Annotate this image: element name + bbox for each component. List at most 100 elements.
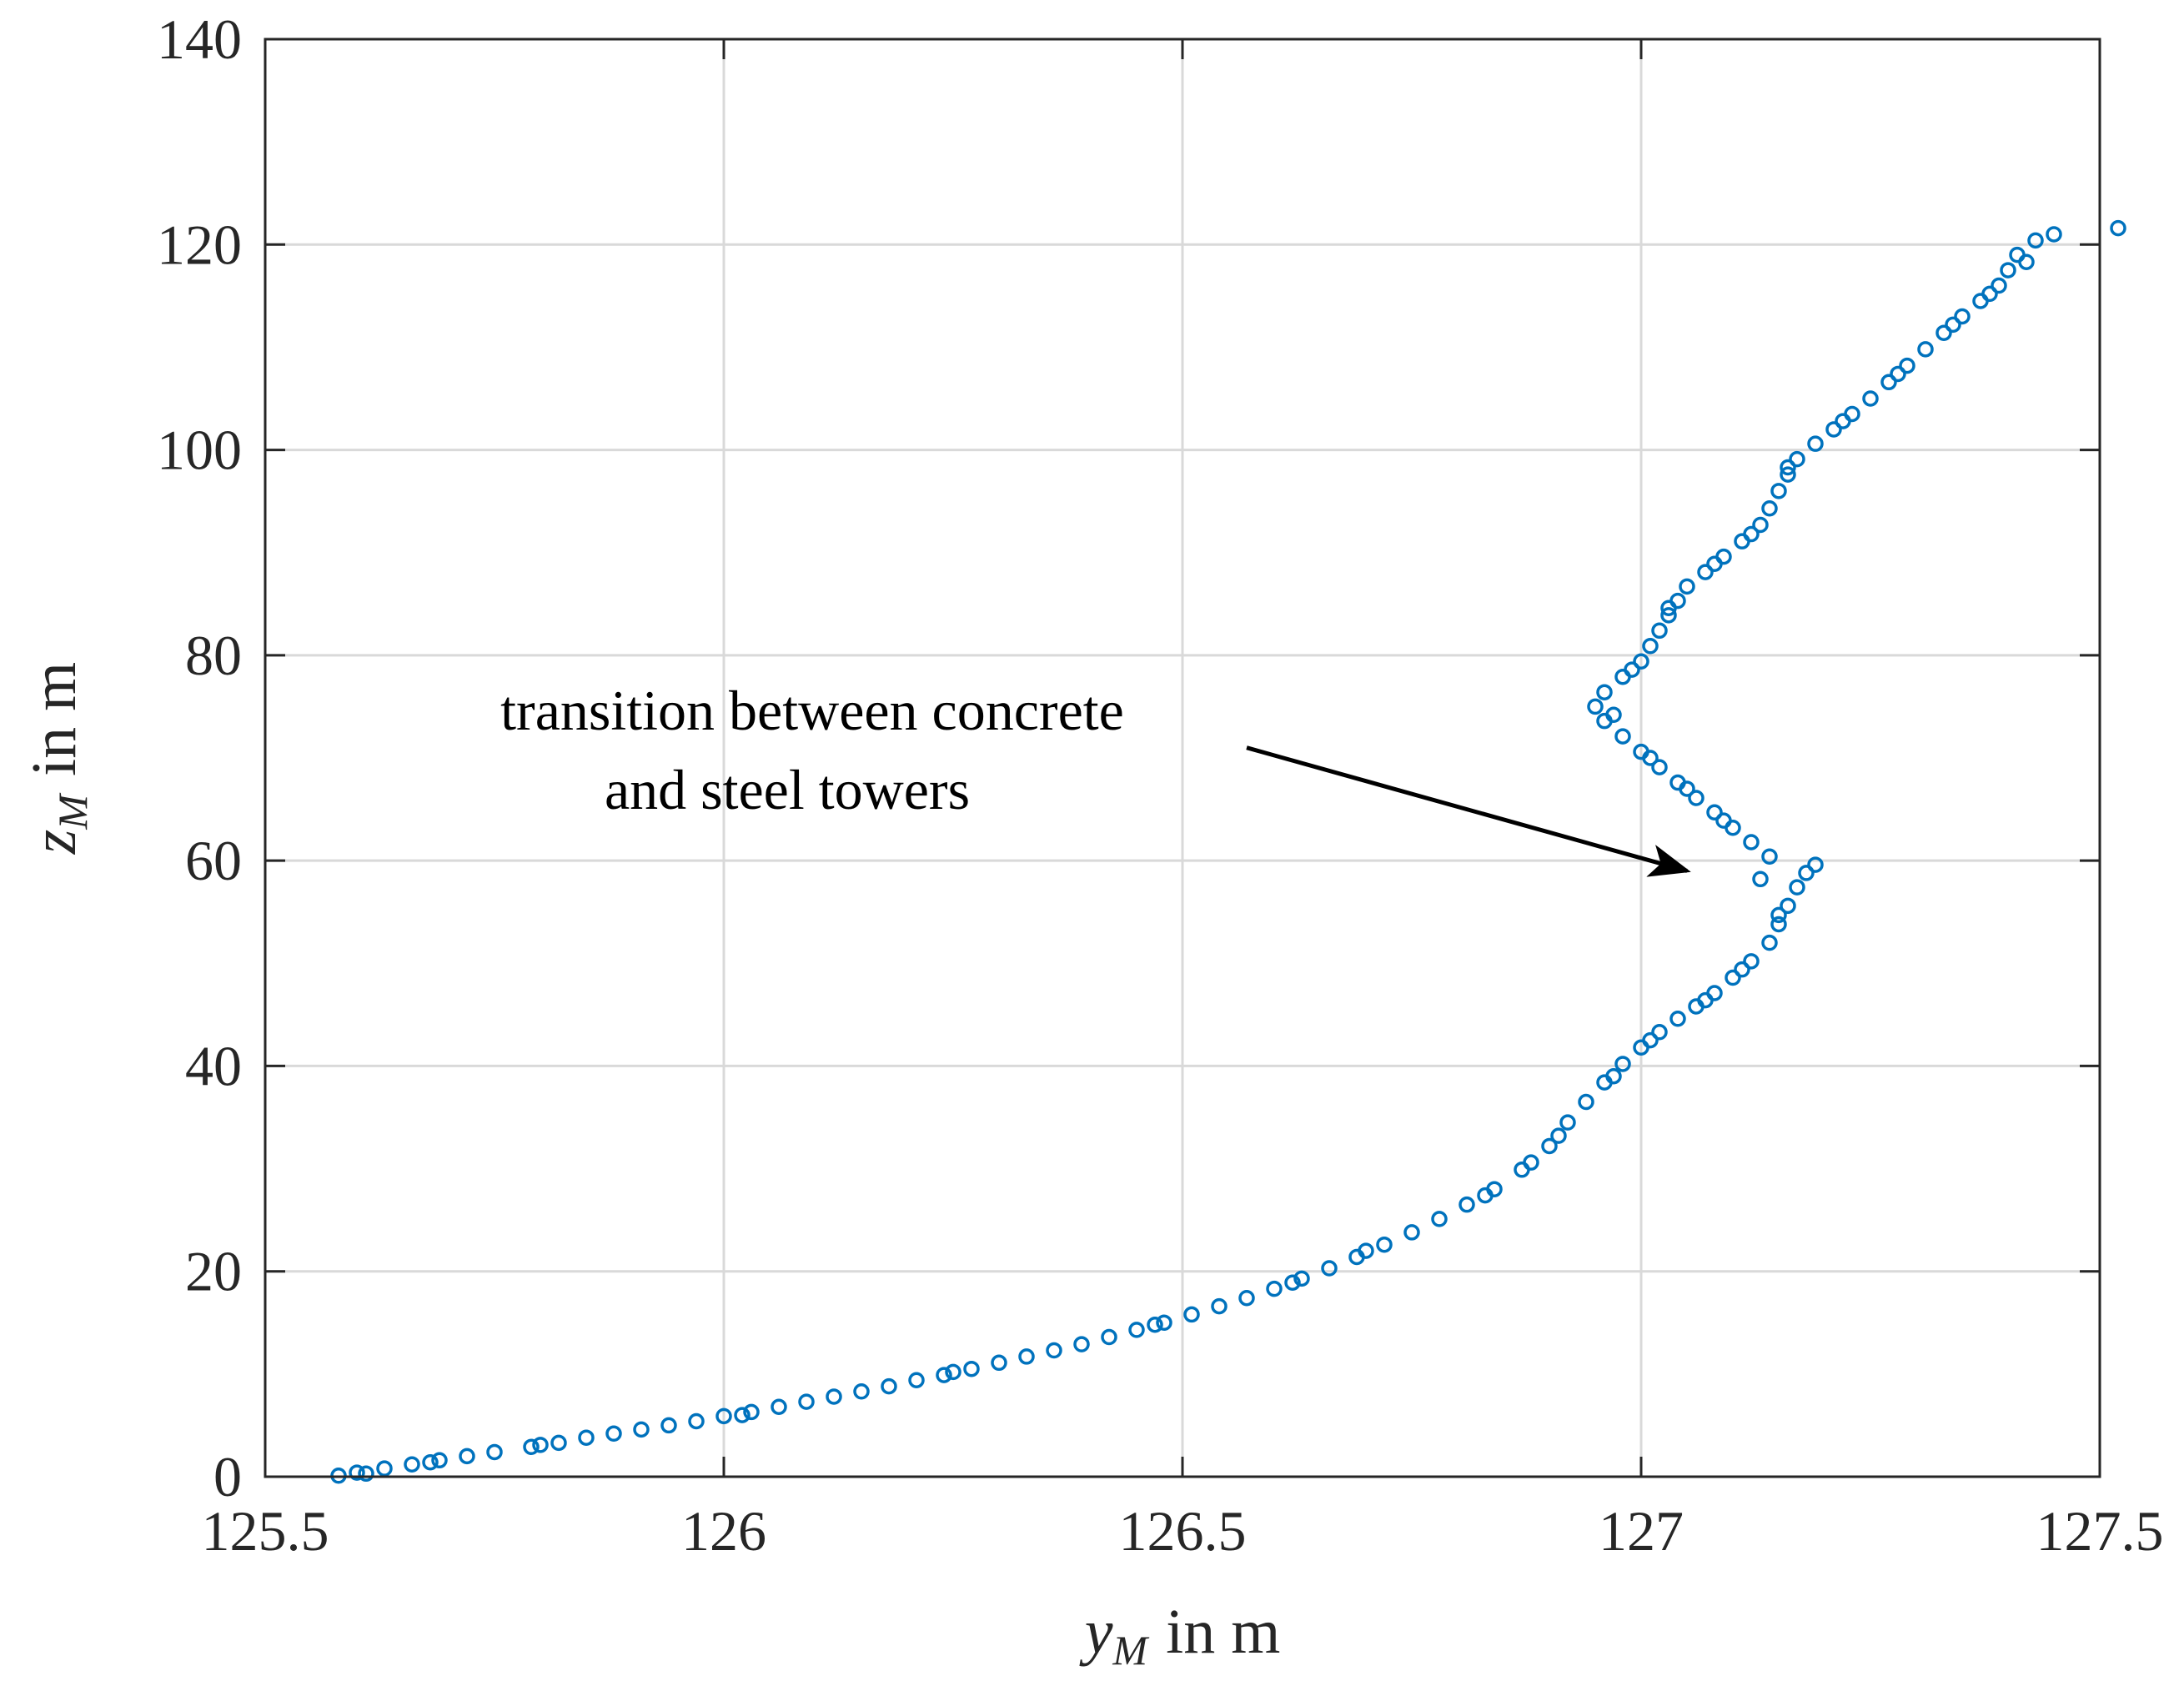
data-point: [1770, 483, 1787, 499]
x-tick-label: 127.5: [2036, 1499, 2164, 1563]
data-point: [1679, 780, 1695, 797]
data-point: [358, 1465, 374, 1483]
data-point: [1743, 834, 1760, 851]
data-point: [1743, 525, 1760, 543]
data-point: [1046, 1342, 1062, 1359]
y-tick-label: 60: [185, 829, 242, 892]
data-point: [1734, 961, 1750, 978]
data-point: [1770, 906, 1787, 924]
data-point: [1991, 277, 2007, 294]
data-point: [1862, 390, 1879, 407]
data-point: [1789, 879, 1805, 896]
data-point: [1578, 1093, 1594, 1111]
data-point: [1669, 1011, 1686, 1027]
data-point: [523, 1438, 540, 1456]
data-point: [945, 1363, 961, 1381]
data-point: [1660, 607, 1677, 624]
x-tick-label: 126.5: [1119, 1499, 1247, 1563]
data-point: [1642, 750, 1659, 766]
data-point: [1284, 1274, 1301, 1292]
data-point: [1624, 661, 1640, 678]
data-point: [1899, 357, 1915, 374]
y-tick-labels: 0 20 40 60 80 100 120 140: [157, 8, 242, 1508]
data-point: [1780, 897, 1796, 915]
data-point: [1147, 1316, 1163, 1333]
data-point: [1321, 1260, 1338, 1277]
data-point: [532, 1437, 549, 1453]
data-point: [2110, 219, 2126, 237]
annotation-line-1: transition between concrete: [500, 679, 1124, 742]
data-point: [734, 1407, 751, 1423]
data-point: [1376, 1236, 1393, 1253]
data-point: [1761, 500, 1778, 517]
data-point: [578, 1429, 595, 1446]
data-point: [1679, 578, 1695, 595]
y-tick-label: 40: [185, 1034, 242, 1097]
data-point: [715, 1407, 732, 1425]
data-point: [1651, 622, 1668, 640]
annotation-arrow: [1246, 745, 1691, 877]
data-points: [330, 219, 2126, 1484]
data-point: [1183, 1306, 1200, 1323]
data-point: [1660, 600, 1677, 616]
data-point: [1725, 969, 1741, 986]
data-point: [1752, 871, 1769, 888]
data-point: [404, 1456, 420, 1473]
data-point: [376, 1460, 393, 1477]
data-point: [1293, 1270, 1310, 1287]
data-point: [633, 1421, 650, 1438]
y-tick-label: 100: [157, 419, 242, 482]
data-point: [1697, 564, 1714, 580]
data-point: [1358, 1242, 1374, 1259]
data-point: [349, 1464, 365, 1481]
data-point: [1935, 324, 1952, 341]
data-point: [1156, 1314, 1172, 1332]
y-tick-label: 120: [157, 213, 242, 276]
data-point: [1798, 865, 1815, 881]
data-point: [605, 1425, 622, 1443]
data-point: [826, 1388, 842, 1405]
data-point: [853, 1383, 870, 1400]
data-point: [1761, 848, 1778, 865]
data-point: [1890, 365, 1906, 383]
data-point: [1559, 1114, 1576, 1131]
data-point: [1238, 1289, 1255, 1307]
data-point: [1605, 706, 1622, 724]
data-point: [908, 1372, 925, 1388]
x-tick-label: 125.5: [202, 1499, 329, 1563]
data-point: [1211, 1297, 1228, 1315]
data-point: [1706, 804, 1723, 821]
data-point: [2046, 226, 2062, 243]
x-tick-labels: 125.5 126 126.5 127 127.5: [202, 1499, 2164, 1563]
data-point: [1550, 1127, 1567, 1144]
data-point: [1789, 450, 1805, 468]
data-point: [1780, 466, 1796, 483]
y-tick-label: 0: [213, 1445, 242, 1508]
data-point: [1770, 916, 1787, 933]
x-axis-label: yM in m: [1079, 1597, 1281, 1673]
data-point: [431, 1452, 448, 1469]
data-point: [2018, 253, 2035, 270]
data-point: [1651, 759, 1668, 775]
annotation-line-2: and steel towers: [605, 758, 970, 821]
data-point: [2000, 262, 2016, 278]
data-point: [660, 1417, 677, 1434]
grid: [264, 38, 2101, 1478]
data-point: [1954, 308, 1971, 325]
data-point: [550, 1434, 567, 1452]
data-point: [1605, 1067, 1622, 1085]
data-point: [459, 1448, 475, 1465]
data-point: [1642, 1031, 1659, 1049]
data-point: [1917, 341, 1934, 358]
data-point: [1706, 555, 1723, 573]
data-point: [881, 1377, 897, 1395]
data-point: [1688, 790, 1705, 806]
data-point: [1752, 516, 1769, 534]
y-axis-label: zMin m: [19, 662, 96, 855]
data-point: [1403, 1224, 1420, 1241]
tick-marks: [264, 38, 2101, 1478]
data-point: [1459, 1196, 1475, 1213]
data-point: [771, 1398, 787, 1416]
data-point: [798, 1393, 815, 1410]
x-tick-label: 126: [681, 1499, 766, 1563]
